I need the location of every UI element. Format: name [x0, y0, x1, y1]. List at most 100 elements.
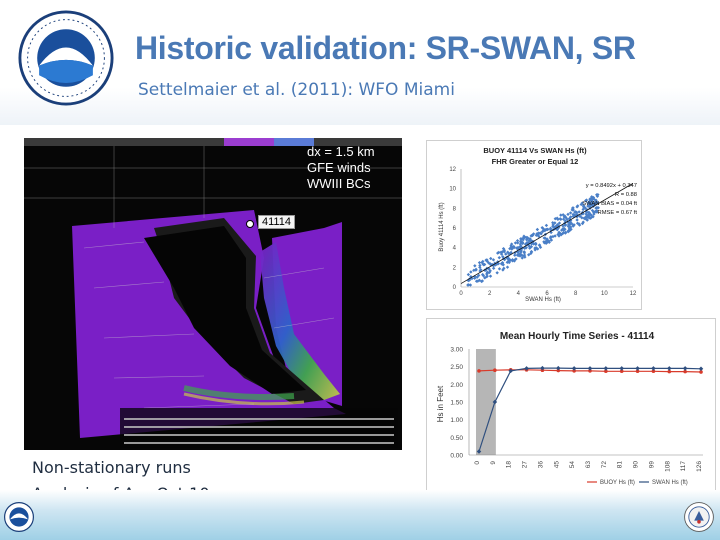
scatter-point [577, 222, 581, 226]
scatter-point [491, 266, 496, 270]
scatter-point [576, 204, 580, 208]
swan-model-map: dx = 1.5 km GFE winds WWIII BCs 41114 [24, 138, 402, 450]
bullet-point: Non-stationary runs [32, 458, 191, 477]
y-tick-label: 0.00 [450, 453, 463, 460]
slide-title: Historic validation: SR-SWAN, SR [135, 30, 636, 66]
scatter-point [533, 246, 537, 250]
time-series-chart-card: Mean Hourly Time Series - 41114 Hs in Fe… [426, 318, 716, 492]
x-tick-label: 27 [522, 461, 529, 469]
scatter-point [595, 205, 599, 210]
data-point [682, 366, 688, 371]
data-point [651, 366, 656, 371]
scatter-point [551, 220, 555, 225]
scatter-point [520, 256, 524, 260]
x-tick-label: 2 [488, 291, 492, 297]
scatter-point [559, 213, 563, 217]
noaa-logo-icon [4, 502, 34, 532]
commerce-seal-icon [684, 502, 714, 532]
y-axis-label: Buoy 41114 Hs (ft) [439, 202, 445, 251]
scatter-point [497, 255, 501, 260]
chart-title: BUOY 41114 Vs SWAN Hs (ft) [483, 146, 587, 155]
x-tick-label: 4 [517, 291, 521, 297]
slide-header-background [0, 0, 720, 125]
scatter-point [473, 264, 477, 268]
scatter-point [515, 239, 520, 243]
y-tick-label: 2.00 [450, 382, 463, 389]
x-tick-label: 81 [617, 461, 624, 469]
scatter-point [594, 198, 598, 202]
scatter-point [555, 227, 559, 232]
scatter-point [485, 258, 489, 262]
x-tick-label: 10 [601, 291, 608, 297]
scatter-point [577, 210, 581, 214]
x-tick-label: 8 [574, 291, 578, 297]
data-point [571, 366, 577, 371]
regression-annotation: R = 0.88 [615, 192, 637, 198]
data-point [588, 369, 592, 373]
y-tick-label: 1.50 [450, 400, 463, 407]
data-point [667, 366, 672, 371]
trendline [460, 183, 634, 284]
scatter-point [481, 273, 486, 278]
model-config-line: GFE winds [307, 160, 371, 175]
data-point [699, 370, 703, 374]
x-tick-label: 117 [680, 461, 687, 472]
scatter-point [575, 218, 579, 222]
scatter-point [544, 223, 549, 228]
y-tick-label: 3.00 [450, 347, 463, 354]
scatter-point [495, 271, 499, 275]
x-tick-label: 63 [585, 461, 592, 469]
scatter-point [477, 278, 482, 282]
data-point [683, 369, 687, 374]
scatter-point [488, 274, 493, 278]
scatter-point [581, 207, 585, 212]
x-tick-label: 99 [648, 461, 655, 469]
scatter-point [581, 205, 586, 209]
scatter-point [578, 214, 582, 218]
data-point [667, 369, 672, 374]
x-tick-label: 126 [696, 461, 703, 472]
chart-subtitle: FHR Greater or Equal 12 [492, 157, 579, 166]
x-tick-label: 12 [630, 291, 637, 297]
data-point [604, 369, 608, 374]
scatter-point [500, 262, 505, 266]
legend-label: BUOY Hs (ft) [600, 480, 635, 486]
scatter-point [518, 239, 523, 243]
scatter-point [518, 254, 522, 258]
y-axis-label: Hs in Feet [436, 385, 445, 422]
data-point [635, 366, 640, 371]
data-point [603, 366, 609, 371]
scatter-point [535, 227, 540, 232]
x-tick-label: 45 [553, 461, 560, 469]
data-point [587, 366, 593, 371]
scatter-point [472, 276, 477, 280]
florida-wave-height-map [24, 138, 402, 450]
scatter-point [557, 234, 561, 238]
scatter-point [469, 270, 473, 274]
y-tick-label: 6 [453, 226, 457, 232]
y-tick-label: 1.00 [450, 417, 463, 424]
regression-annotation: SWAN BIAS = 0.04 ft [582, 201, 637, 207]
scatter-point [573, 213, 577, 218]
y-tick-label: 0.50 [450, 435, 463, 442]
scatter-point [491, 258, 496, 262]
scatter-point [519, 244, 523, 248]
scatter-point [497, 267, 502, 271]
x-tick-label: 6 [545, 291, 549, 297]
series-line [478, 367, 702, 452]
data-point [619, 366, 624, 371]
legend-label: SWAN Hs (ft) [652, 480, 688, 486]
scatter-point [568, 211, 573, 215]
data-point [556, 365, 561, 371]
scatter-point [589, 213, 593, 217]
scatter-point [593, 209, 598, 214]
scatter-point [530, 233, 535, 238]
x-tick-label: 18 [506, 461, 513, 469]
scatter-point [534, 241, 538, 246]
noaa-logo-icon [18, 10, 114, 106]
x-tick-label: 108 [664, 461, 671, 472]
scatter-point [513, 241, 518, 245]
scatter-chart-card: BUOY 41114 Vs SWAN Hs (ft) FHR Greater o… [426, 140, 642, 310]
scatter-point [590, 197, 594, 201]
scatter-point [538, 245, 543, 250]
